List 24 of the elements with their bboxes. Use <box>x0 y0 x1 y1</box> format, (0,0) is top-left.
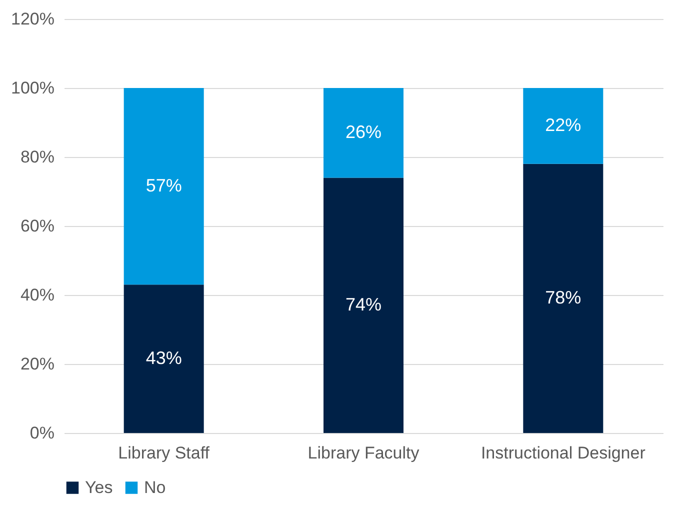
bar <box>324 178 404 433</box>
data-label: 74% <box>345 294 382 314</box>
x-tick-label: Library Staff <box>118 444 210 462</box>
y-tick-label: 100% <box>11 78 54 98</box>
bar <box>523 88 604 164</box>
data-label: 26% <box>345 122 382 142</box>
y-tick-label: 20% <box>20 354 54 374</box>
bar <box>324 88 404 178</box>
data-label: 57% <box>146 175 182 196</box>
y-tick-label: 60% <box>20 216 54 236</box>
y-tick-label: 0% <box>30 424 54 442</box>
legend-label: No <box>144 478 166 497</box>
y-tick-label: 40% <box>20 286 54 304</box>
data-label: 22% <box>545 114 582 135</box>
y-tick-label: 120% <box>11 10 54 28</box>
data-label: 78% <box>545 287 582 308</box>
bar <box>523 164 604 433</box>
x-tick-label: Instructional Designer <box>480 444 646 462</box>
bar <box>124 88 204 285</box>
bar <box>124 284 204 433</box>
legend-label: Yes <box>85 478 113 497</box>
data-label: 43% <box>146 348 182 368</box>
x-tick-label: Library Faculty <box>308 444 420 462</box>
y-tick-label: 80% <box>20 148 54 166</box>
